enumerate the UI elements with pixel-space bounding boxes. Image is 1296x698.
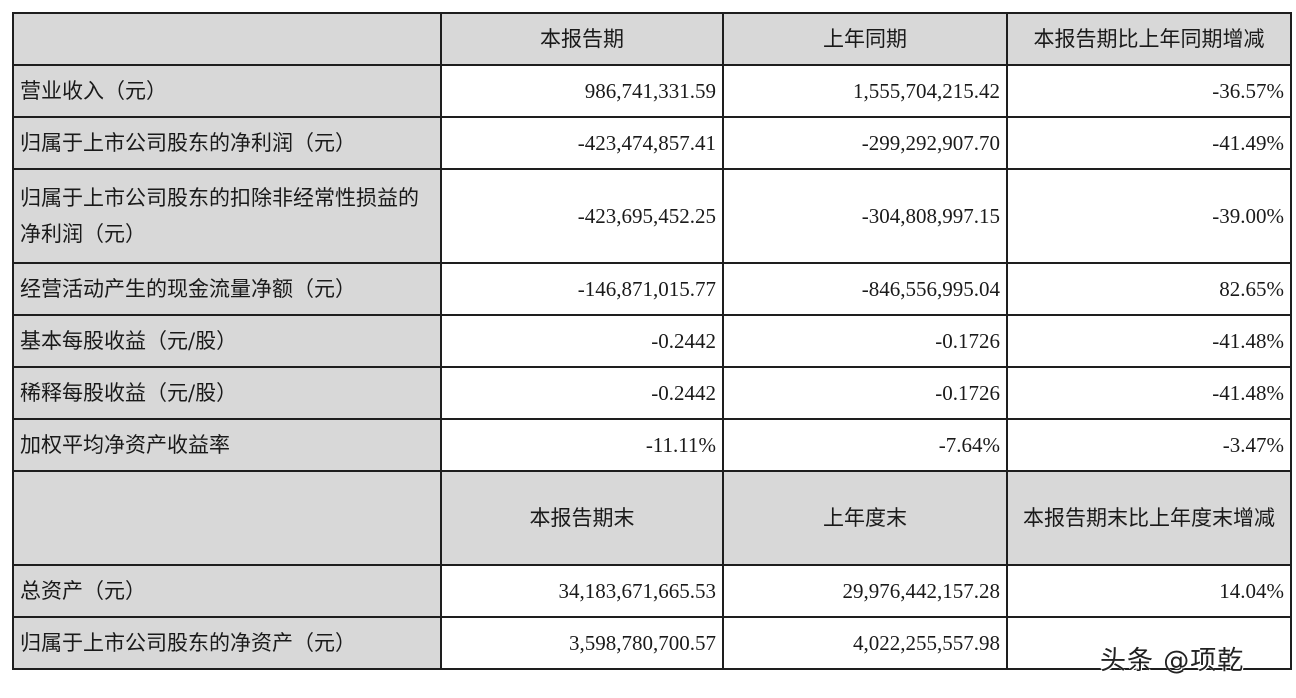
prior-value: -0.1726 [722,314,1008,368]
table-row: 归属于上市公司股东的扣除非经常性损益的净利润（元） -423,695,452.2… [12,168,1292,264]
header-blank [12,470,442,566]
change-value: 82.65% [1006,262,1292,316]
row-label: 归属于上市公司股东的扣除非经常性损益的净利润（元） [12,168,442,264]
section2-header-row: 本报告期末 上年度末 本报告期末比上年度末增减 [12,470,1292,566]
current-value: -423,474,857.41 [440,116,724,170]
prior-value: 29,976,442,157.28 [722,564,1008,618]
section1-header-row: 本报告期 上年同期 本报告期比上年同期增减 [12,12,1292,66]
header-period-end: 本报告期末 [440,470,724,566]
table-row: 归属于上市公司股东的净利润（元） -423,474,857.41 -299,29… [12,116,1292,170]
prior-value: -846,556,995.04 [722,262,1008,316]
header-prior-year-end: 上年度末 [722,470,1008,566]
header-change-vs-year-end: 本报告期末比上年度末增减 [1006,470,1292,566]
table-row: 稀释每股收益（元/股） -0.2442 -0.1726 -41.48% [12,366,1292,420]
current-value: 3,598,780,700.57 [440,616,724,670]
row-label: 经营活动产生的现金流量净额（元） [12,262,442,316]
table-row: 经营活动产生的现金流量净额（元） -146,871,015.77 -846,55… [12,262,1292,316]
change-value: 14.04% [1006,564,1292,618]
prior-value: 1,555,704,215.42 [722,64,1008,118]
header-prior-period: 上年同期 [722,12,1008,66]
row-label: 归属于上市公司股东的净利润（元） [12,116,442,170]
current-value: -11.11% [440,418,724,472]
current-value: 34,183,671,665.53 [440,564,724,618]
change-value [1006,616,1292,670]
change-value: -41.48% [1006,366,1292,420]
prior-value: 4,022,255,557.98 [722,616,1008,670]
change-value: -36.57% [1006,64,1292,118]
prior-value: -304,808,997.15 [722,168,1008,264]
current-value: -146,871,015.77 [440,262,724,316]
current-value: -423,695,452.25 [440,168,724,264]
row-label: 加权平均净资产收益率 [12,418,442,472]
financial-summary-table: 本报告期 上年同期 本报告期比上年同期增减 营业收入（元） 986,741,33… [12,12,1292,670]
change-value: -39.00% [1006,168,1292,264]
table-row: 加权平均净资产收益率 -11.11% -7.64% -3.47% [12,418,1292,472]
current-value: 986,741,331.59 [440,64,724,118]
table-row: 基本每股收益（元/股） -0.2442 -0.1726 -41.48% [12,314,1292,368]
prior-value: -7.64% [722,418,1008,472]
table-row: 总资产（元） 34,183,671,665.53 29,976,442,157.… [12,564,1292,618]
row-label: 归属于上市公司股东的净资产（元） [12,616,442,670]
table-row: 归属于上市公司股东的净资产（元） 3,598,780,700.57 4,022,… [12,616,1292,670]
row-label: 稀释每股收益（元/股） [12,366,442,420]
change-value: -41.48% [1006,314,1292,368]
prior-value: -299,292,907.70 [722,116,1008,170]
header-blank [12,12,442,66]
current-value: -0.2442 [440,366,724,420]
prior-value: -0.1726 [722,366,1008,420]
header-current-period: 本报告期 [440,12,724,66]
change-value: -41.49% [1006,116,1292,170]
row-label: 基本每股收益（元/股） [12,314,442,368]
change-value: -3.47% [1006,418,1292,472]
table-row: 营业收入（元） 986,741,331.59 1,555,704,215.42 … [12,64,1292,118]
current-value: -0.2442 [440,314,724,368]
row-label: 营业收入（元） [12,64,442,118]
header-change: 本报告期比上年同期增减 [1006,12,1292,66]
row-label: 总资产（元） [12,564,442,618]
watermark: 头条 @项乾 [1100,646,1245,676]
